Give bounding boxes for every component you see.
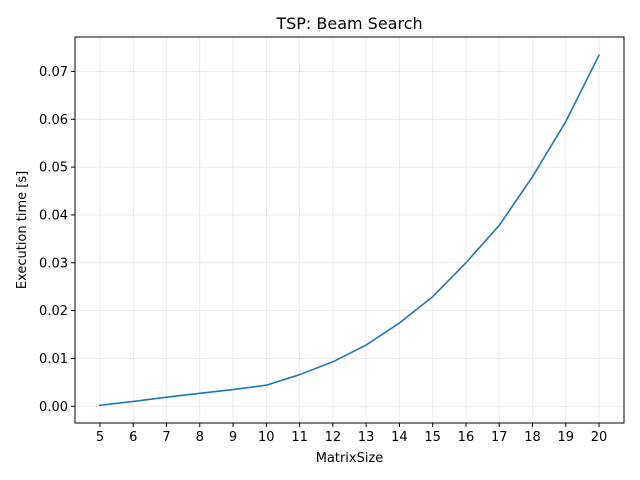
- x-tick-label: 12: [325, 430, 342, 445]
- x-tick-label: 13: [358, 430, 375, 445]
- x-tick-label: 11: [291, 430, 308, 445]
- y-tick-label: 0.00: [39, 400, 68, 415]
- x-tick-label: 5: [96, 430, 104, 445]
- series-line-0: [99, 54, 601, 407]
- x-tick-label: 17: [491, 430, 508, 445]
- y-tick-label: 0.04: [39, 208, 68, 223]
- x-tick-label: 7: [162, 430, 170, 445]
- grid: [75, 37, 624, 423]
- y-tick-label: 0.02: [39, 304, 68, 319]
- y-tick-label: 0.05: [39, 161, 68, 176]
- series-layer: [99, 54, 601, 407]
- x-tick-label: 14: [391, 430, 408, 445]
- x-tick-label: 19: [557, 430, 574, 445]
- x-tick-label: 6: [129, 430, 137, 445]
- x-tick-label: 15: [424, 430, 441, 445]
- plot-frame: [74, 36, 625, 424]
- y-tick-label: 0.07: [39, 65, 68, 80]
- x-tick-label: 20: [591, 430, 608, 445]
- x-tick-label: 10: [258, 430, 275, 445]
- chart-title: TSP: Beam Search: [275, 14, 422, 33]
- x-tick-label: 9: [229, 430, 237, 445]
- y-tick-label: 0.03: [39, 256, 68, 271]
- ticks: 5 6 7 8 9 10 11 12 13 14 15 16 17 18 19 20 0.00 0.01 0.02 0…: [39, 65, 607, 445]
- x-tick-label: 18: [524, 430, 541, 445]
- y-tick-label: 0.01: [39, 352, 68, 367]
- x-axis-label: MatrixSize: [316, 451, 384, 466]
- y-axis-label: Execution time [s]: [15, 171, 30, 289]
- x-tick-label: 16: [458, 430, 475, 445]
- x-tick-label: 8: [196, 430, 204, 445]
- y-tick-label: 0.06: [39, 113, 68, 128]
